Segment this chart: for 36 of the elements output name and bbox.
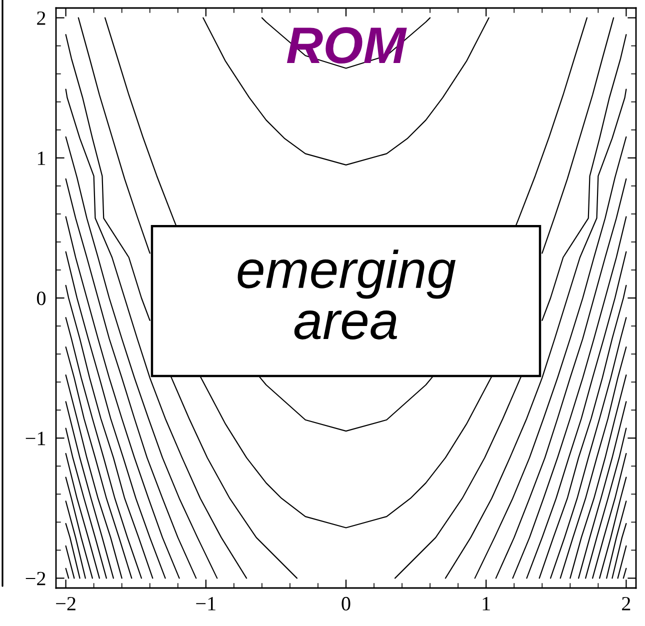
line-series: [474, 136, 627, 579]
line-series: [65, 317, 142, 579]
y-tick-label: −1: [26, 432, 46, 446]
x-tick-label: −2: [56, 596, 76, 610]
annotation: emerging area: [238, 250, 456, 340]
y-tick-label: 1: [38, 152, 46, 165]
x-tick-label: −1: [196, 597, 216, 610]
line-series: [550, 317, 627, 579]
line-series: [592, 452, 627, 579]
line-series: [65, 428, 107, 579]
y-tick-label: −2: [26, 572, 46, 586]
line-series: [65, 284, 154, 579]
line-series: [512, 216, 627, 579]
line-series: [65, 216, 180, 579]
line-series: [65, 346, 132, 579]
line-series: [526, 251, 627, 579]
line-series: [65, 476, 93, 579]
x-tick-label: 0: [342, 596, 350, 611]
line-series: [585, 428, 627, 579]
line-series: [495, 178, 627, 579]
x-tick-label: 1: [482, 597, 490, 610]
line-series: [578, 401, 627, 579]
line-series: [65, 251, 166, 579]
line-series: [570, 374, 627, 579]
y-tick-label: 2: [37, 11, 46, 25]
y-tick-label: 0: [36, 292, 46, 306]
line-series: [65, 374, 122, 579]
line-series: [65, 178, 197, 579]
line-series: [65, 136, 218, 579]
line-series: [202, 17, 490, 166]
line-series: [560, 346, 627, 579]
line-series: [65, 452, 100, 579]
line-series: [599, 476, 627, 579]
line-series: [538, 284, 627, 579]
line-series: [65, 401, 114, 579]
x-tick-label: 2: [622, 596, 630, 610]
